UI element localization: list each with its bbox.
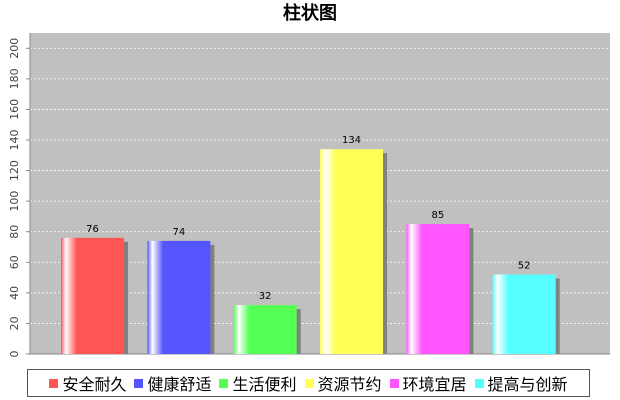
y-tick-label: 200 (8, 38, 21, 59)
bar (406, 224, 470, 354)
y-tick-label: 80 (8, 225, 21, 239)
legend-label: 安全耐久 (62, 375, 127, 394)
legend-label: 提高与创新 (487, 375, 568, 394)
legend-item: 提高与创新 (474, 371, 568, 395)
value-label: 32 (259, 291, 272, 302)
legend-swatch (389, 378, 399, 388)
legend-item: 资源节约 (304, 371, 382, 395)
value-label: 52 (518, 261, 531, 272)
legend-swatch (49, 378, 59, 388)
value-label: 85 (431, 210, 444, 221)
y-tick-label: 20 (8, 316, 21, 330)
legend-item: 健康舒适 (134, 371, 211, 395)
y-tick-label: 160 (8, 99, 21, 120)
bar (61, 237, 125, 354)
bar (233, 305, 297, 354)
legend-item: 安全耐久 (49, 371, 126, 395)
legend-swatch (219, 378, 229, 388)
y-tick-label: 120 (8, 160, 21, 181)
legend-swatch (474, 378, 484, 388)
legend-label: 资源节约 (317, 375, 382, 394)
legend-swatch (304, 378, 314, 388)
y-tick-label: 180 (8, 68, 21, 89)
legend-label: 健康舒适 (147, 375, 212, 394)
chart-title: 柱状图 (283, 2, 337, 24)
legend: 安全耐久 健康舒适 生活便利 资源节约 环境宜居 提高与创新 (27, 369, 590, 397)
y-tick-label: 140 (8, 130, 21, 151)
legend-item: 生活便利 (219, 371, 297, 395)
bar (147, 240, 211, 354)
y-tick-label: 0 (8, 351, 21, 358)
legend-swatch (134, 378, 144, 388)
legend-label: 生活便利 (232, 375, 297, 394)
y-tick-label: 60 (8, 255, 21, 269)
value-label: 76 (86, 224, 99, 235)
legend-label: 环境宜居 (402, 375, 467, 394)
bar (492, 274, 556, 354)
legend-item: 环境宜居 (389, 371, 467, 395)
y-tick-label: 40 (8, 286, 21, 300)
value-label: 74 (172, 227, 185, 238)
value-label: 134 (342, 135, 361, 146)
y-tick-label: 100 (8, 191, 21, 212)
bar (320, 149, 384, 354)
